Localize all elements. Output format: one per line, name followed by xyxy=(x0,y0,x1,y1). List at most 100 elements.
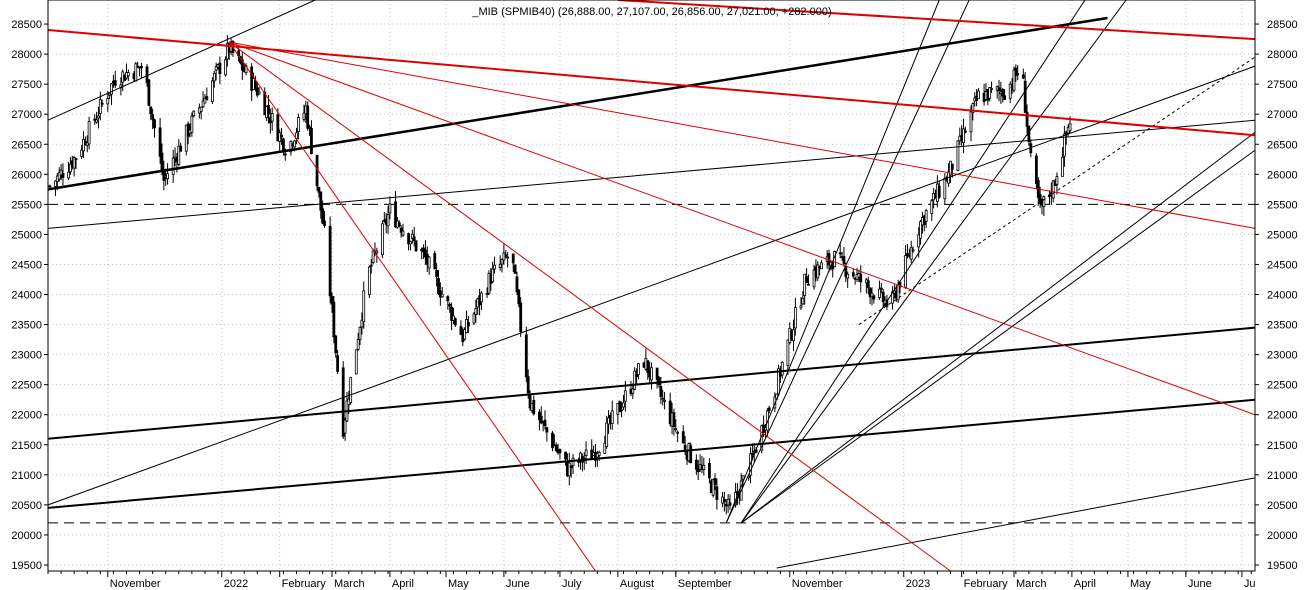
candle-body xyxy=(881,291,885,303)
candle-body xyxy=(95,119,98,123)
candle-body xyxy=(1038,194,1042,204)
x-tick-label: November xyxy=(792,578,843,590)
y-tick-label-right: 23500 xyxy=(1267,320,1298,332)
candle-body xyxy=(289,140,293,153)
candle-body xyxy=(308,126,311,129)
candle-body xyxy=(190,115,194,133)
candle-body xyxy=(480,292,483,303)
candle-body xyxy=(635,374,638,378)
trendline xyxy=(47,0,316,121)
candle-body xyxy=(255,87,259,96)
candle-body xyxy=(218,62,222,75)
candle-body xyxy=(820,262,823,270)
candle-body xyxy=(917,234,921,248)
candle-body xyxy=(524,334,528,378)
candle-body xyxy=(332,301,336,338)
plot-frame xyxy=(47,0,1256,572)
candle-body xyxy=(713,478,717,485)
candle-body xyxy=(319,191,323,211)
candle-body xyxy=(1025,111,1029,127)
candle-body xyxy=(919,221,922,239)
candle-body xyxy=(859,273,863,283)
candle-body xyxy=(296,117,300,132)
candle-body xyxy=(371,250,375,263)
candle-body xyxy=(622,402,625,408)
candle-body xyxy=(293,140,297,148)
candle-body xyxy=(584,449,588,457)
y-tick-label-left: 26500 xyxy=(11,139,42,151)
candle-body xyxy=(343,419,347,434)
candle-body xyxy=(192,110,196,117)
x-tick-label: July xyxy=(562,578,582,590)
candle-body xyxy=(878,288,881,298)
candle-body xyxy=(184,124,188,152)
candle-body xyxy=(694,459,698,470)
candle-body xyxy=(911,249,915,252)
y-tick-label-left: 25500 xyxy=(11,199,42,211)
trendline xyxy=(776,477,1256,569)
candle-body xyxy=(166,173,169,180)
candle-body xyxy=(646,360,650,373)
x-tick-label: Ju xyxy=(1244,578,1256,590)
candle-body xyxy=(1068,123,1072,132)
y-tick-label-right: 20000 xyxy=(1267,530,1298,542)
candle-body xyxy=(414,240,418,252)
y-tick-label-left: 21000 xyxy=(11,470,42,482)
candle-body xyxy=(410,233,414,239)
candle-body xyxy=(726,498,730,506)
candle-body xyxy=(618,401,622,413)
trendline xyxy=(740,0,1086,524)
x-tick-label: 2023 xyxy=(906,578,930,590)
candle-body xyxy=(310,127,313,155)
y-tick-label-right: 27500 xyxy=(1267,79,1298,91)
y-tick-label-left: 20000 xyxy=(11,530,42,542)
candle-body xyxy=(375,250,379,254)
candle-body xyxy=(511,253,515,264)
candle-body xyxy=(564,451,567,460)
candle-body xyxy=(831,265,835,270)
candle-body xyxy=(1042,196,1046,207)
candle-body xyxy=(702,464,706,470)
candle-body xyxy=(676,431,680,434)
candle-body xyxy=(126,72,130,77)
y-tick-label-right: 22000 xyxy=(1267,410,1298,422)
x-tick-label: February xyxy=(964,578,1009,590)
x-tick-label: April xyxy=(392,578,414,590)
candle-body xyxy=(82,139,85,152)
candle-body xyxy=(199,106,203,112)
y-tick-label-left: 23500 xyxy=(11,320,42,332)
candle-body xyxy=(805,276,808,284)
candle-body xyxy=(801,297,805,305)
candle-body xyxy=(605,422,609,447)
candle-body xyxy=(659,386,663,397)
x-tick-label: March xyxy=(1016,578,1047,590)
candle-body xyxy=(597,451,601,456)
candle-body xyxy=(394,201,397,228)
candle-body xyxy=(257,91,261,95)
candle-body xyxy=(786,339,790,366)
candle-body xyxy=(906,253,909,256)
y-tick-label-right: 19500 xyxy=(1267,560,1298,572)
candle-body xyxy=(711,479,715,496)
candle-body xyxy=(1003,95,1007,100)
candle-body xyxy=(69,163,72,173)
y-tick-label-left: 20500 xyxy=(11,500,42,512)
candle-body xyxy=(990,88,993,90)
price-bars xyxy=(48,35,1072,515)
trendline xyxy=(858,56,1256,325)
candle-body xyxy=(367,266,371,295)
y-tick-label-right: 21500 xyxy=(1267,440,1298,452)
candle-body xyxy=(1051,180,1055,199)
candle-body xyxy=(323,220,326,226)
candle-body xyxy=(388,203,392,214)
x-tick-label: April xyxy=(1074,578,1096,590)
candle-body xyxy=(780,361,784,376)
candle-body xyxy=(870,292,874,298)
candle-body xyxy=(98,99,102,114)
y-tick-label-right: 25500 xyxy=(1267,199,1298,211)
candle-body xyxy=(341,367,345,437)
x-tick-label: May xyxy=(448,578,469,590)
candle-body xyxy=(812,269,816,288)
candle-body xyxy=(399,227,403,233)
candle-body xyxy=(397,222,401,227)
